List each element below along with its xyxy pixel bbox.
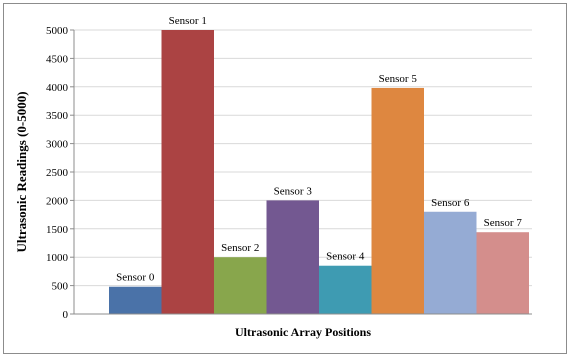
data-label: Sensor 7 bbox=[484, 217, 523, 229]
data-label: Sensor 6 bbox=[431, 197, 470, 209]
data-label: Sensor 2 bbox=[221, 242, 259, 254]
data-label: Sensor 5 bbox=[379, 73, 418, 85]
data-label: Sensor 0 bbox=[116, 272, 155, 284]
bar-chart: 0 500 1000 1500 2000 2500 3000 3500 4000 4500 5000… bbox=[14, 15, 532, 339]
gridlines bbox=[74, 29, 532, 287]
bar-sensor-7 bbox=[476, 232, 529, 314]
y-axis-label: Ultrasonic Readings (0-5000) bbox=[14, 91, 29, 252]
y-tick-label: 3000 bbox=[46, 139, 69, 151]
y-tick-label: 1500 bbox=[46, 224, 69, 236]
bar-sensor-1 bbox=[161, 30, 214, 314]
y-tick-label: 1000 bbox=[46, 252, 69, 264]
bar-labels: Sensor 0 Sensor 1 Sensor 2 Sensor 3 Sensor 4… bbox=[116, 15, 522, 284]
y-tick-label: 0 bbox=[63, 309, 69, 321]
bars bbox=[109, 30, 529, 314]
bar-sensor-2 bbox=[214, 257, 267, 314]
data-label: Sensor 3 bbox=[274, 185, 313, 197]
chart-frame: 0 500 1000 1500 2000 2500 3000 3500 4000 4500 5000… bbox=[3, 3, 567, 354]
y-tick-label: 2000 bbox=[46, 195, 69, 207]
bar-sensor-4 bbox=[319, 265, 372, 314]
x-axis-label: Ultrasonic Array Positions bbox=[235, 325, 371, 339]
y-tick-label: 4000 bbox=[46, 82, 69, 94]
bar-sensor-6 bbox=[424, 211, 477, 314]
bar-sensor-3 bbox=[266, 200, 319, 314]
y-tick-label: 2500 bbox=[46, 167, 69, 179]
data-label: Sensor 4 bbox=[326, 251, 365, 263]
y-tick-label: 4500 bbox=[46, 53, 69, 65]
bar-sensor-5 bbox=[371, 87, 424, 314]
y-tick-label: 3500 bbox=[46, 110, 69, 122]
y-tick-label: 5000 bbox=[46, 25, 69, 37]
bar-sensor-0 bbox=[109, 286, 162, 314]
y-axis-ticks: 0 500 1000 1500 2000 2500 3000 3500 4000 4500 5000 bbox=[46, 25, 74, 321]
y-tick-label: 500 bbox=[52, 281, 69, 293]
data-label: Sensor 1 bbox=[169, 15, 207, 27]
